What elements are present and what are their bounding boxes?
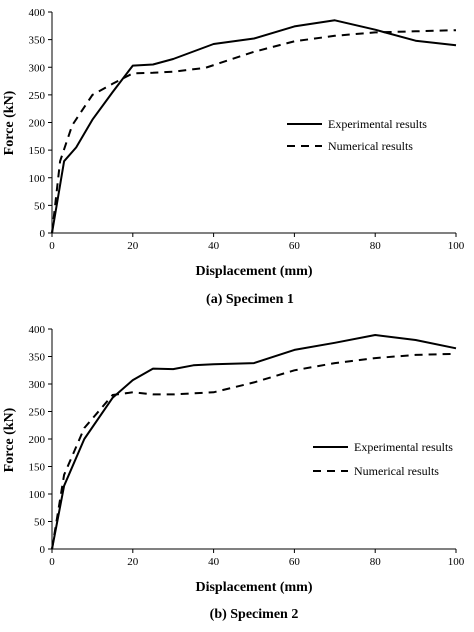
caption-specimen-1: (a) Specimen 1 xyxy=(206,292,294,307)
y-tick-label: 350 xyxy=(29,352,46,364)
series-line-numerical xyxy=(51,29,457,234)
x-tick-label: 100 xyxy=(448,556,465,568)
series-line-experimental xyxy=(51,334,457,550)
y-tick-label: 250 xyxy=(29,407,46,419)
legend: Experimental results Numerical results xyxy=(287,117,427,153)
y-tick-label: 0 xyxy=(40,228,46,240)
y-tick-labels: 0 50 100 150 200 250 300 350 400 xyxy=(29,7,52,240)
x-tick-label: 20 xyxy=(127,556,139,568)
x-axis-label: Displacement (mm) xyxy=(195,264,312,279)
x-tick-label: 20 xyxy=(127,240,139,252)
y-tick-label: 50 xyxy=(34,200,46,212)
y-tick-label: 50 xyxy=(34,517,46,529)
chart-specimen-2: 0 50 100 150 200 250 300 350 400 0 20 40 60 80 100 Fo… xyxy=(2,324,465,622)
y-tick-label: 100 xyxy=(29,173,46,185)
x-tick-label: 0 xyxy=(49,240,55,252)
series-lines xyxy=(51,19,457,234)
legend-label-experimental: Experimental results xyxy=(354,440,453,454)
x-tick-labels: 0 20 40 60 80 100 xyxy=(49,233,465,252)
x-tick-label: 0 xyxy=(49,556,55,568)
x-tick-labels: 0 20 40 60 80 100 xyxy=(49,549,465,568)
y-tick-label: 300 xyxy=(29,379,46,391)
caption-specimen-2: (b) Specimen 2 xyxy=(210,607,299,622)
x-tick-label: 40 xyxy=(208,240,220,252)
y-tick-label: 150 xyxy=(29,145,46,157)
x-tick-label: 60 xyxy=(289,556,301,568)
legend-label-numerical: Numerical results xyxy=(354,464,439,478)
legend-label-experimental: Experimental results xyxy=(328,117,427,131)
series-line-experimental xyxy=(51,19,457,234)
y-tick-label: 400 xyxy=(29,324,46,336)
x-tick-label: 40 xyxy=(208,556,220,568)
x-tick-label: 60 xyxy=(289,240,301,252)
y-tick-label: 200 xyxy=(29,118,46,130)
series-line-numerical xyxy=(51,352,457,550)
x-tick-label: 80 xyxy=(370,240,382,252)
y-tick-label: 0 xyxy=(40,544,46,556)
y-tick-label: 200 xyxy=(29,434,46,446)
y-tick-label: 150 xyxy=(29,462,46,474)
x-axis-label: Displacement (mm) xyxy=(195,580,312,595)
y-tick-labels: 0 50 100 150 200 250 300 350 400 xyxy=(29,324,52,556)
legend: Experimental results Numerical results xyxy=(313,440,453,478)
y-tick-label: 400 xyxy=(29,7,46,19)
legend-label-numerical: Numerical results xyxy=(328,139,413,153)
y-tick-label: 350 xyxy=(29,35,46,47)
x-tick-label: 80 xyxy=(370,556,382,568)
series-lines xyxy=(51,334,457,550)
x-tick-label: 100 xyxy=(448,240,465,252)
y-axis-label: Force (kN) xyxy=(2,407,17,472)
y-tick-label: 300 xyxy=(29,62,46,74)
y-axis-label: Force (kN) xyxy=(2,90,17,155)
y-tick-label: 250 xyxy=(29,90,46,102)
chart-specimen-1: 0 50 100 150 200 250 300 350 400 0 20 40 60 80 100 Fo… xyxy=(2,7,465,307)
y-tick-label: 100 xyxy=(29,489,46,501)
